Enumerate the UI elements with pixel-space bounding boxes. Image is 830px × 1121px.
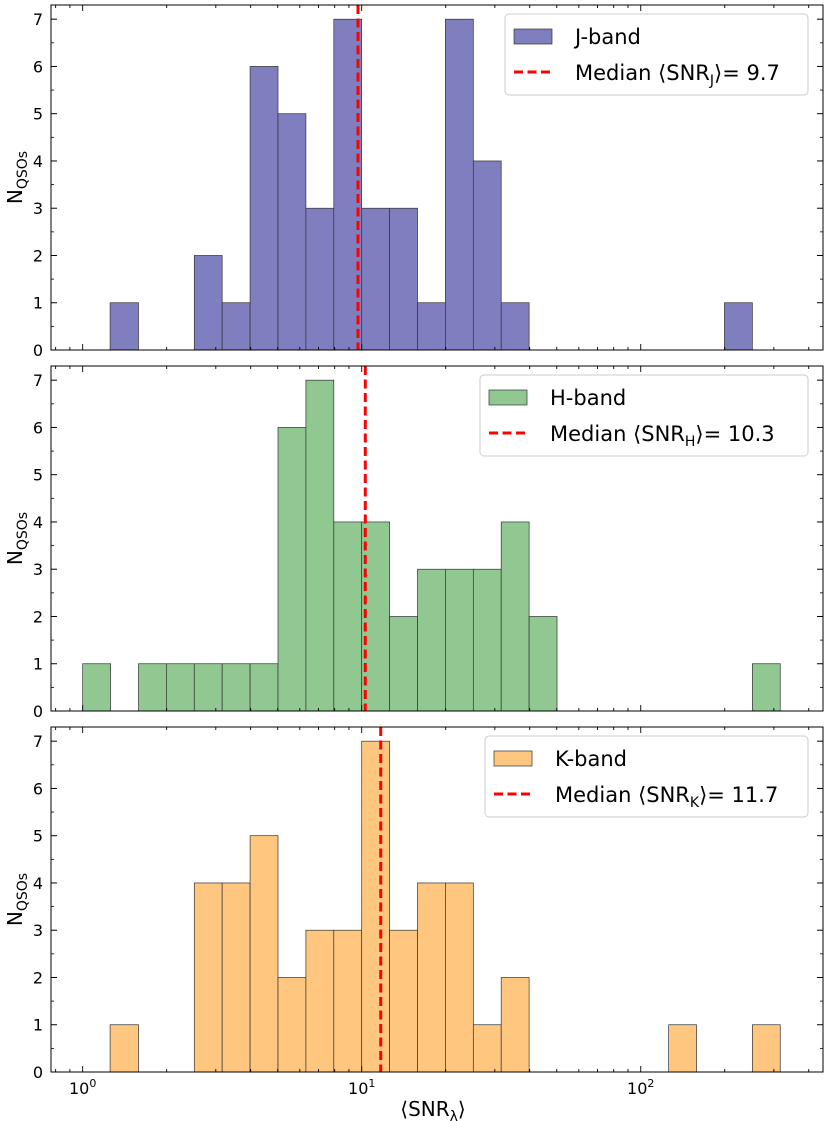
y-tick-label: 5 <box>33 827 43 846</box>
histogram-bar <box>249 835 279 1073</box>
histogram-bar <box>472 568 502 712</box>
y-tick-label: 6 <box>33 779 43 798</box>
legend-box <box>479 374 809 457</box>
y-tick-label: 2 <box>33 607 43 626</box>
y-tick-label: 5 <box>33 466 43 485</box>
y-tick-label: 0 <box>33 341 43 360</box>
x-axis-label: ⟨SNRλ⟩ <box>400 1097 465 1121</box>
histogram-bar <box>277 113 307 351</box>
axes-frame <box>50 4 824 351</box>
histogram-bar <box>389 616 418 712</box>
y-tick-label: 1 <box>33 655 43 674</box>
y-tick-label: 3 <box>33 199 43 218</box>
histogram-bar <box>82 663 111 712</box>
x-tick-label: 101 <box>348 1077 375 1098</box>
histogram-bar <box>193 255 223 351</box>
histogram-bar <box>221 302 251 351</box>
histogram-bar <box>500 302 530 351</box>
y-tick-label: 6 <box>33 57 43 76</box>
y-tick-label: 7 <box>33 371 43 390</box>
histogram-bar <box>333 929 363 1073</box>
histogram-bar <box>751 663 781 712</box>
legend-label-band: H-band <box>550 386 626 410</box>
x-tick-label: 100 <box>69 1077 96 1098</box>
x-tick-label: 102 <box>627 1077 654 1098</box>
y-tick-label: 3 <box>33 921 43 940</box>
y-tick-label: 5 <box>33 105 43 124</box>
y-tick-label: 7 <box>33 10 43 29</box>
y-tick-label: 3 <box>33 560 43 579</box>
histogram-bar <box>361 207 390 351</box>
y-tick-label: 4 <box>33 513 43 532</box>
histogram-bar <box>500 521 530 712</box>
histogram-bar <box>166 663 195 712</box>
histogram-bar <box>193 663 223 712</box>
histogram-bar <box>333 521 363 712</box>
legend-label-median: Median ⟨SNRJ⟩= 9.7 <box>575 61 780 89</box>
histogram-bar <box>751 1024 781 1073</box>
y-tick-label: 1 <box>33 1016 43 1035</box>
histogram-bar <box>389 929 418 1073</box>
axes-frame <box>50 365 824 712</box>
histogram-bar <box>109 1024 139 1073</box>
legend-box <box>484 735 809 818</box>
histogram-bar <box>361 740 390 1073</box>
histogram-bar <box>389 207 418 351</box>
y-tick-label: 1 <box>33 294 43 313</box>
y-tick-label: 0 <box>33 702 43 721</box>
y-tick-label: 4 <box>33 874 43 893</box>
histogram-bar <box>277 427 307 712</box>
y-tick-label: 2 <box>33 968 43 987</box>
y-tick-label: 2 <box>33 246 43 265</box>
histogram-bar <box>221 882 251 1073</box>
histogram-bar <box>249 66 279 351</box>
histogram-bar <box>472 160 502 351</box>
legend-swatch <box>488 389 528 406</box>
y-tick-label: 6 <box>33 418 43 437</box>
histogram-bar <box>417 302 446 351</box>
y-axis-label: NQSOs <box>3 873 31 926</box>
legend-swatch <box>513 28 553 45</box>
histogram-bar <box>138 663 167 712</box>
histogram-bar <box>305 379 335 712</box>
panel-j-band: 0 1 2 3 4 5 6 7 NQSOs J-band Median ⟨SNRJ⟩= 9.7 <box>3 4 824 360</box>
histogram-bar <box>445 568 474 712</box>
legend-label-band: K-band <box>555 747 627 771</box>
histogram-bar <box>445 882 474 1073</box>
y-axis-label: NQSOs <box>3 151 31 204</box>
legend-label-median: Median ⟨SNRK⟩= 11.7 <box>555 783 778 811</box>
histogram-bar <box>249 663 279 712</box>
panel-k-band: 0 1 2 3 4 5 6 7 NQSOs K-band Median ⟨SNRK⟩= 11.7 10… <box>3 726 824 1121</box>
y-axis-label: NQSOs <box>3 512 31 565</box>
histogram-bar <box>668 1024 697 1073</box>
legend-label-band: J-band <box>573 25 641 49</box>
histogram-bar <box>221 663 251 712</box>
y-tick-label: 4 <box>33 152 43 171</box>
legend-swatch <box>493 750 533 767</box>
axes-frame <box>50 726 824 1073</box>
y-tick-label: 7 <box>33 732 43 751</box>
histogram-bar <box>724 302 753 351</box>
histogram-bar <box>417 882 446 1073</box>
legend-label-median: Median ⟨SNRH⟩= 10.3 <box>550 422 775 450</box>
histogram-bar <box>305 207 335 351</box>
histogram-bar <box>277 977 307 1073</box>
histogram-bar <box>109 302 139 351</box>
histogram-bar <box>472 1024 502 1073</box>
histogram-bar <box>305 929 335 1073</box>
histogram-bar <box>417 568 446 712</box>
legend-box <box>504 13 809 96</box>
histogram-bar <box>193 882 223 1073</box>
panel-h-band: 0 1 2 3 4 5 6 7 NQSOs H-band Median ⟨SNRH⟩= 10.3 <box>3 365 824 721</box>
y-tick-label: 0 <box>33 1063 43 1082</box>
histogram-bar <box>500 977 530 1073</box>
histogram-bar <box>528 616 558 712</box>
histogram-bar <box>445 18 474 351</box>
